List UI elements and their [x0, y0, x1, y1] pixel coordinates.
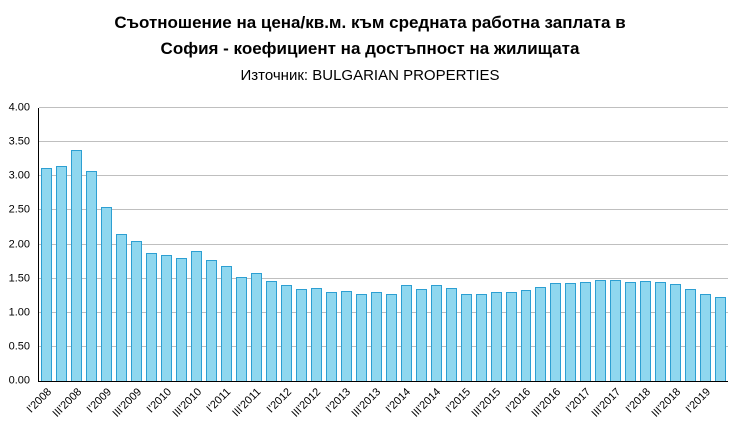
x-tick-label: III'2016 [529, 386, 564, 420]
bar-III'2013 [370, 292, 382, 381]
bar-III'2018 [670, 284, 682, 381]
y-tick-label: 2.00 [8, 238, 30, 250]
x-tick-label: III'2008 [50, 386, 84, 420]
bar-IV'2014 [445, 287, 457, 381]
x-tick-label: I'2019 [683, 386, 714, 416]
x-tick-label: III'2013 [349, 386, 384, 420]
bar-I'2010 [160, 254, 172, 381]
y-axis: 0.00 0.50 1.00 1.50 2.00 2.50 3.00 3.50 4.00 [0, 102, 34, 386]
bar-I'2013 [340, 290, 352, 381]
x-tick-label: III'2017 [589, 386, 624, 420]
bar-II'2010 [175, 258, 187, 381]
bar-IV'2015 [505, 292, 517, 381]
bar-I'2008 [41, 168, 52, 381]
y-tick-label: 0.50 [8, 340, 30, 353]
gridline [39, 175, 728, 177]
bar-II'2016 [535, 286, 547, 381]
bars [39, 108, 728, 381]
bar-II'2009 [115, 234, 127, 381]
y-tick-label: 4.00 [8, 101, 30, 114]
bar-II'2019 [715, 297, 727, 381]
bar-III'2016 [550, 283, 562, 381]
y-tick-label: 1.50 [8, 272, 30, 285]
bar-III'2010 [190, 251, 202, 381]
bar-II'2012 [295, 288, 307, 381]
x-tick-label: III'2015 [469, 386, 504, 420]
bar-III'2017 [610, 280, 622, 381]
bar-IV'2008 [85, 170, 97, 381]
bar-I'2018 [640, 280, 652, 381]
bar-II'2011 [235, 276, 247, 381]
x-tick-label: III'2014 [409, 386, 444, 420]
y-tick-label: 0.00 [8, 374, 30, 387]
x-tick-label: III'2012 [289, 386, 324, 420]
bar-III'2011 [250, 273, 262, 381]
bar-I'2009 [100, 206, 112, 381]
gridline [39, 209, 728, 211]
bar-I'2012 [280, 285, 292, 381]
bar-III'2008 [70, 150, 82, 381]
bar-II'2014 [415, 288, 427, 381]
gridline [39, 107, 728, 108]
bar-III'2012 [310, 287, 322, 381]
bar-II'2017 [595, 280, 607, 381]
x-axis: I'2008 III'2008 I'2009 III'2009 I'2010 III'20… [25, 382, 727, 444]
bar-I'2017 [580, 282, 592, 381]
bar-I'2016 [520, 290, 532, 381]
gridline [39, 311, 728, 313]
bar-IV'2017 [625, 282, 637, 381]
bar-II'2013 [355, 294, 367, 381]
gridline [39, 141, 728, 143]
bar-IV'2012 [325, 292, 337, 381]
gridline [39, 277, 728, 279]
bar-II'2008 [55, 166, 67, 381]
chart-header: Съотношение на цена/кв.м. към средната р… [0, 10, 740, 88]
bar-IV'2013 [385, 294, 397, 381]
x-tick-label: III'2011 [230, 386, 264, 420]
bar-IV'2009 [145, 252, 157, 381]
bar-II'2018 [655, 282, 667, 381]
x-tick-label: III'2010 [170, 386, 204, 420]
gridline [39, 345, 728, 347]
y-tick-label: 1.00 [8, 306, 30, 319]
bar-I'2019 [700, 293, 712, 381]
x-tick-label: III'2009 [110, 386, 144, 420]
bar-III'2014 [430, 285, 442, 381]
bar-I'2014 [400, 285, 412, 381]
gridline [39, 243, 728, 245]
plot-area [38, 107, 728, 382]
y-tick-label: 2.50 [8, 203, 30, 216]
bar-III'2009 [130, 241, 142, 381]
bar-III'2015 [490, 292, 502, 381]
bar-I'2011 [220, 266, 232, 381]
bar-II'2015 [475, 293, 487, 381]
bar-IV'2010 [205, 259, 217, 381]
x-tick-label: III'2018 [649, 386, 684, 420]
chart-source: Източник: BULGARIAN PROPERTIES [240, 67, 500, 84]
y-tick-label: 3.50 [8, 135, 30, 148]
bar-IV'2011 [265, 280, 277, 381]
chart-title-line1: Съотношение на цена/кв.м. към средната р… [114, 13, 626, 32]
bar-I'2015 [460, 293, 472, 381]
bar-IV'2018 [685, 288, 697, 381]
chart-title-line2: София - коефициент на достъпност на жили… [160, 39, 580, 58]
bar-IV'2016 [565, 283, 577, 381]
y-tick-label: 3.00 [8, 169, 30, 182]
